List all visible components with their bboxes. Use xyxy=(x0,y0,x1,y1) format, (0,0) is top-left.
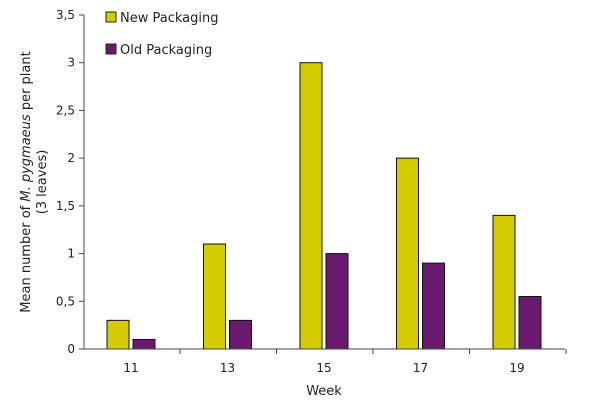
y-tick-label: 2 xyxy=(67,151,75,165)
bar-old-packaging-week-13 xyxy=(229,319,252,350)
y-tick-label: 0,5 xyxy=(56,294,75,308)
legend-swatch-new xyxy=(105,11,117,23)
y-axis-label-line2: (3 leaves) xyxy=(35,150,50,215)
x-tick-label: 11 xyxy=(123,361,138,375)
x-tick-label: 17 xyxy=(413,361,428,375)
bar-new-packaging-week-15 xyxy=(299,62,323,350)
x-axis-label: Week xyxy=(306,384,342,399)
x-tick-label: 15 xyxy=(316,361,331,375)
y-tick-label: 1 xyxy=(67,247,75,261)
bars-group xyxy=(106,62,542,350)
x-tick-label: 19 xyxy=(509,361,524,375)
y-label-suffix: per plant xyxy=(19,51,34,114)
bar-new-packaging-week-17 xyxy=(396,157,419,350)
bar-new-packaging-week-13 xyxy=(203,243,226,350)
y-tick-label: 2,5 xyxy=(56,103,75,117)
y-label-species: M. pygmaeus xyxy=(19,114,34,202)
y-axis-label-line1: Mean number of M. pygmaeus per plant xyxy=(19,51,34,312)
legend-label-old: Old Packaging xyxy=(120,43,212,58)
legend-label-new: New Packaging xyxy=(120,11,218,26)
legend-swatch-old xyxy=(105,43,117,55)
y-tick-label: 3,5 xyxy=(56,8,75,22)
y-ticks: 0 0,5 1 1,5 2 2,5 3 3,5 xyxy=(56,8,84,356)
x-ticks: 11 13 15 17 19 xyxy=(123,349,567,375)
y-axis-label: Mean number of M. pygmaeus per plant (3 … xyxy=(19,51,50,312)
bar-old-packaging-week-19 xyxy=(518,296,542,350)
x-tick-label: 13 xyxy=(220,361,235,375)
bar-old-packaging-week-11 xyxy=(132,338,156,350)
y-tick-label: 3 xyxy=(67,56,75,70)
y-tick-label: 1,5 xyxy=(56,199,75,213)
legend: New Packaging Old Packaging xyxy=(105,11,218,58)
bar-old-packaging-week-17 xyxy=(422,262,445,350)
bar-new-packaging-week-19 xyxy=(492,214,516,350)
bar-old-packaging-week-15 xyxy=(325,253,349,350)
y-tick-label: 0 xyxy=(67,342,75,356)
y-label-prefix: Mean number of xyxy=(19,202,34,313)
bar-new-packaging-week-11 xyxy=(106,319,130,350)
